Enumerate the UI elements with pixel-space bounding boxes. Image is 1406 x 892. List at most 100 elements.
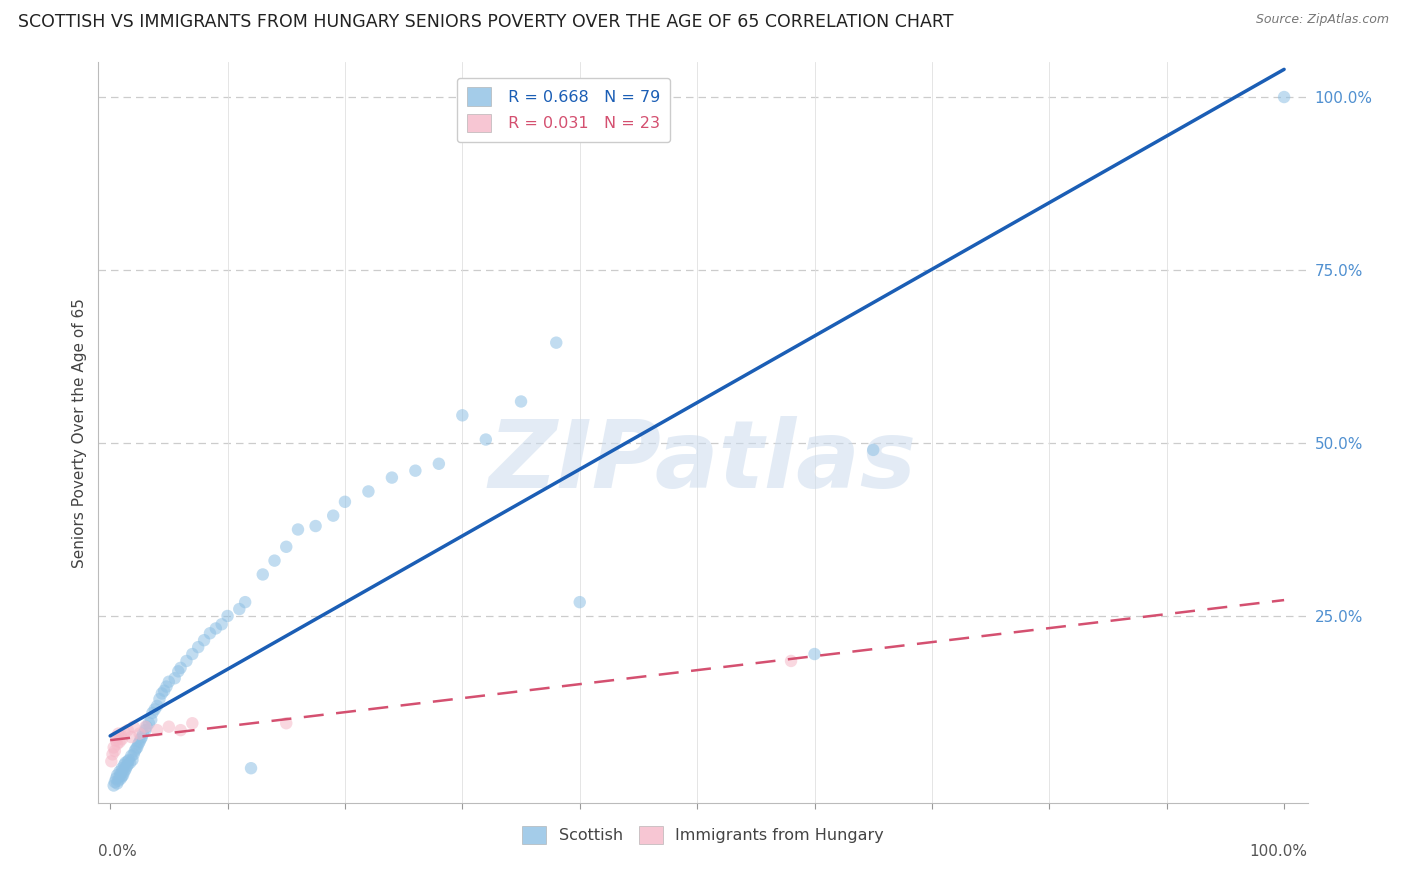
Point [169,661,191,675]
Point [111,732,134,747]
Point [118,753,141,767]
Point [357,484,380,499]
Text: Source: ZipAtlas.com: Source: ZipAtlas.com [1256,13,1389,27]
Point [228,602,250,616]
Point [276,716,298,731]
Point [451,409,474,423]
Point [111,761,134,775]
Point [193,633,215,648]
Point [153,683,176,698]
Point [108,764,131,779]
Point [276,540,298,554]
Point [127,737,149,751]
Point [107,726,129,740]
Point [141,713,163,727]
Point [157,674,180,689]
Point [105,772,128,786]
Point [204,622,226,636]
Text: ZIPatlas: ZIPatlas [489,417,917,508]
Point [287,523,309,537]
Point [112,725,135,739]
Point [110,766,132,780]
Point [114,763,136,777]
Point [120,756,142,770]
Point [217,609,239,624]
Point [1272,90,1295,104]
Point [381,470,404,484]
Point [134,723,156,738]
Point [211,617,233,632]
Point [104,744,127,758]
Point [105,733,128,747]
Point [187,640,209,654]
Point [120,730,142,744]
Text: 100.0%: 100.0% [1250,844,1308,858]
Point [198,626,221,640]
Point [404,464,426,478]
Point [108,770,131,784]
Point [129,732,152,747]
Point [120,748,142,763]
Point [146,723,169,738]
Point [546,335,568,350]
Point [105,768,128,782]
Point [128,726,150,740]
Point [115,760,138,774]
Point [112,757,135,772]
Point [117,757,139,772]
Point [114,756,136,770]
Point [103,779,125,793]
Point [135,720,157,734]
Point [105,776,128,790]
Point [163,671,186,685]
Text: 0.0%: 0.0% [98,844,138,858]
Point [143,702,166,716]
Point [108,735,131,749]
Point [122,720,145,734]
Point [252,567,274,582]
Point [112,763,135,777]
Point [148,692,170,706]
Point [176,654,198,668]
Point [110,772,132,786]
Point [146,698,169,713]
Point [132,726,155,740]
Point [169,723,191,738]
Y-axis label: Seniors Poverty Over the Age of 65: Seniors Poverty Over the Age of 65 [72,298,87,567]
Point [568,595,591,609]
Point [233,595,256,609]
Point [803,647,825,661]
Point [240,761,263,775]
Point [138,716,160,731]
Point [510,394,533,409]
Point [157,720,180,734]
Point [122,747,145,762]
Point [427,457,450,471]
Point [780,654,803,668]
Point [134,720,156,734]
Point [141,706,163,720]
Point [112,764,135,779]
Text: SCOTTISH VS IMMIGRANTS FROM HUNGARY SENIORS POVERTY OVER THE AGE OF 65 CORRELATI: SCOTTISH VS IMMIGRANTS FROM HUNGARY SENI… [18,13,953,31]
Point [862,442,884,457]
Point [121,753,143,767]
Point [125,741,148,756]
Point [131,730,153,744]
Point [104,775,127,789]
Point [181,716,204,731]
Point [304,519,326,533]
Point [117,754,139,768]
Point [127,740,149,755]
Point [112,768,135,782]
Point [181,647,204,661]
Point [263,554,285,568]
Point [128,735,150,749]
Point [101,747,124,762]
Point [167,665,190,679]
Point [100,754,122,768]
Point [333,495,356,509]
Point [155,680,177,694]
Point [322,508,344,523]
Point [117,723,139,738]
Point [107,773,129,788]
